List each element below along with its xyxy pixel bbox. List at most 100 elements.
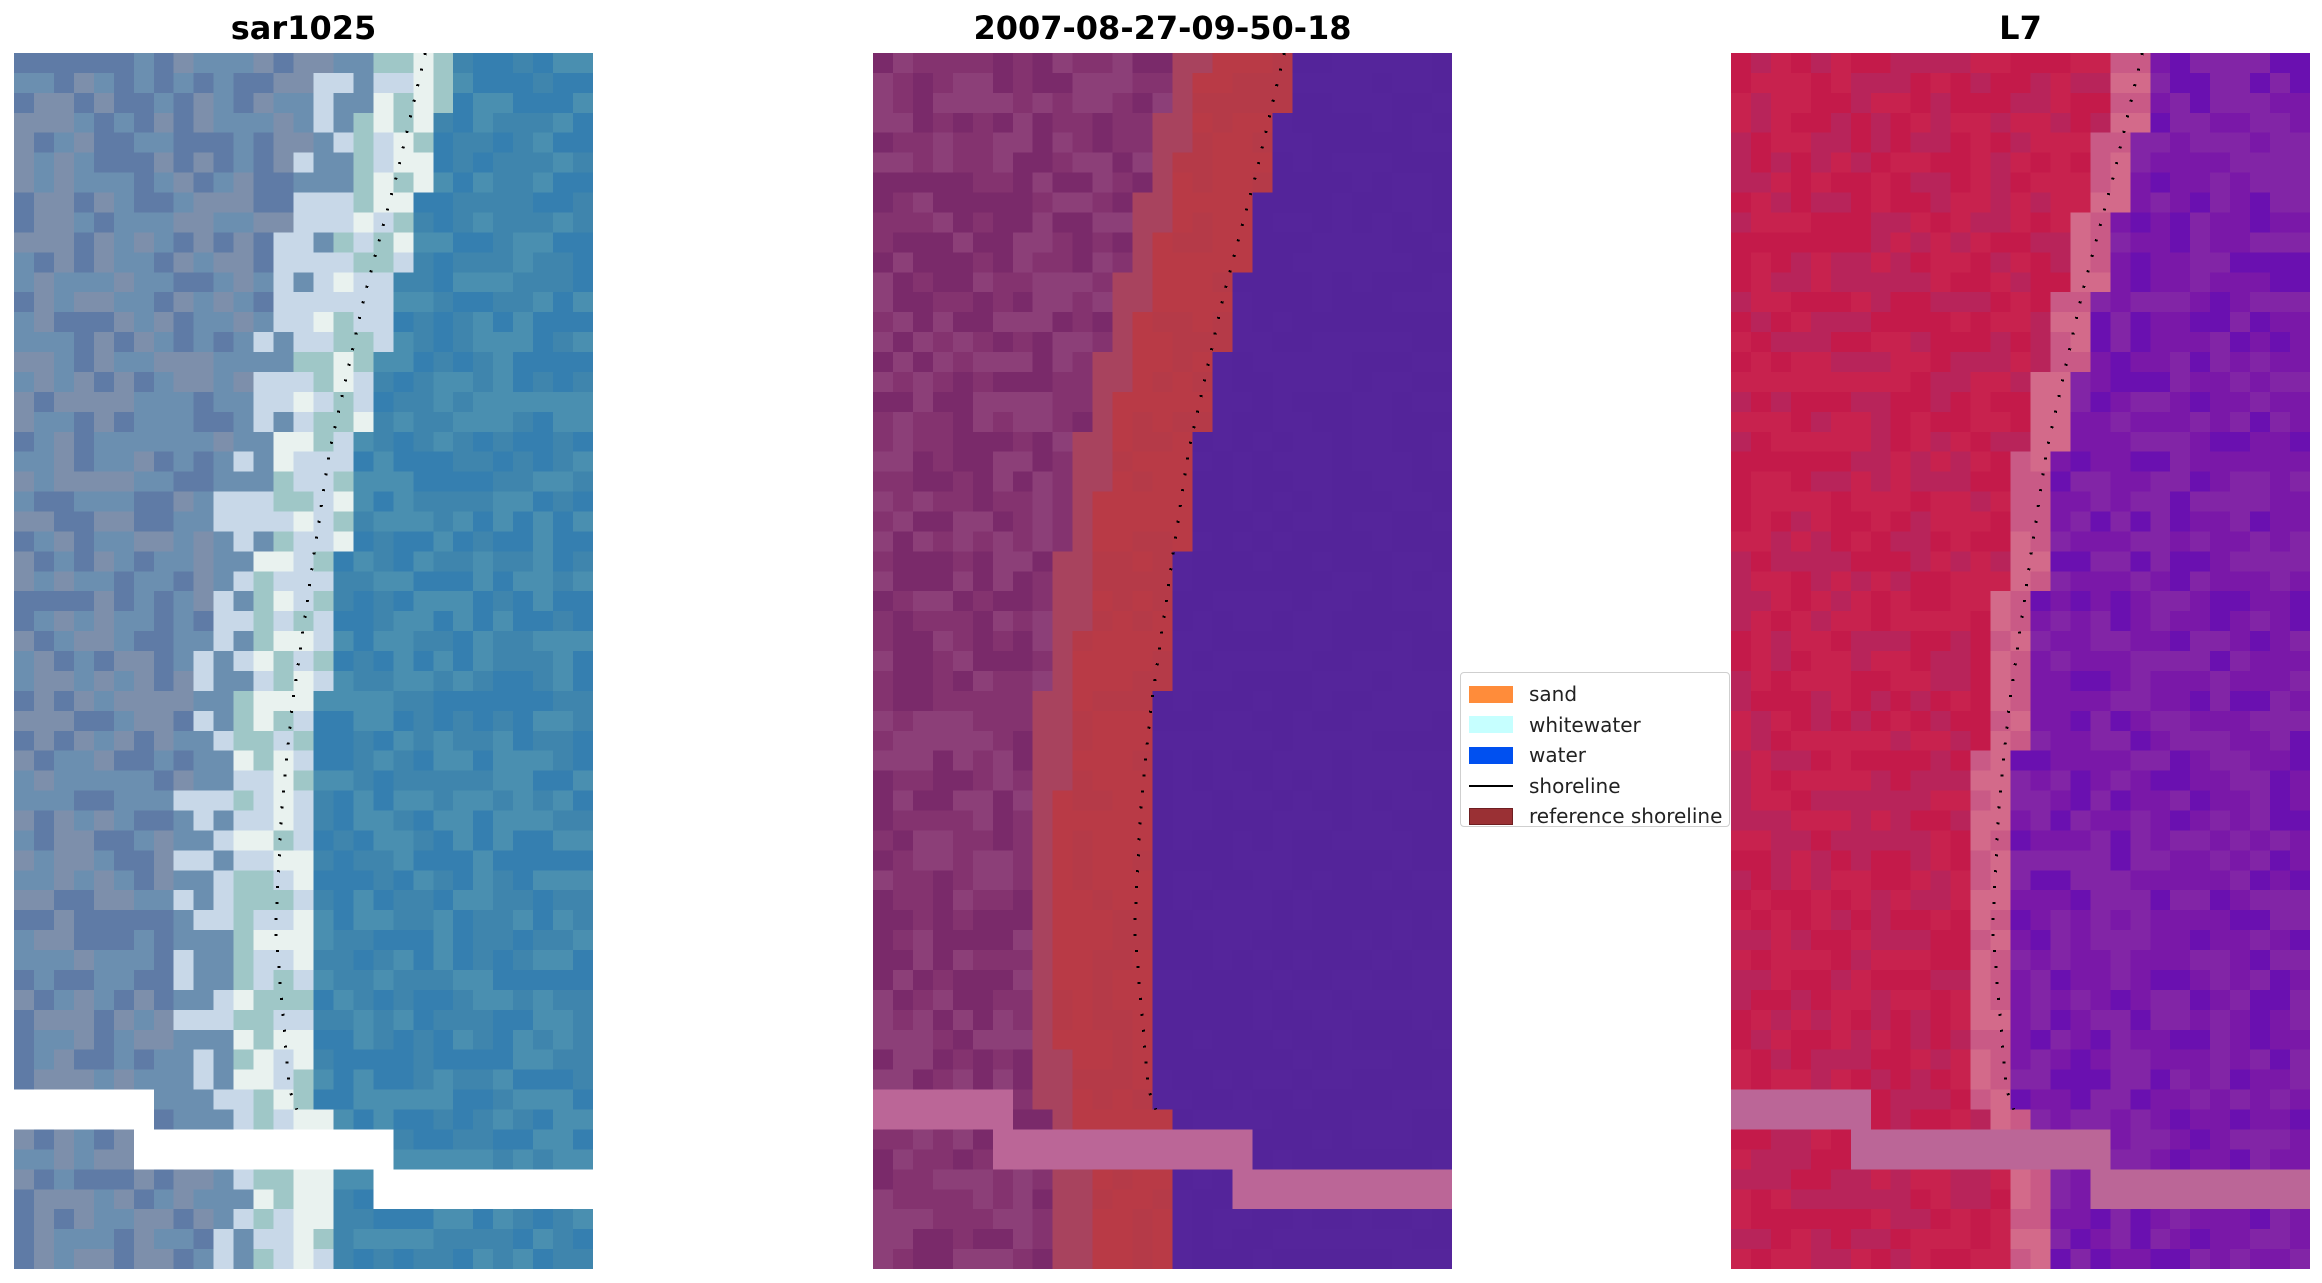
raster-pixel: [273, 969, 294, 991]
raster-pixel: [173, 132, 195, 154]
raster-pixel: [553, 1189, 574, 1210]
raster-pixel: [1252, 312, 1273, 333]
raster-pixel: [1850, 491, 1872, 512]
raster-pixel: [992, 531, 1014, 552]
raster-pixel: [193, 1149, 215, 1170]
raster-pixel: [513, 132, 534, 154]
raster-pixel: [213, 571, 235, 592]
raster-pixel: [972, 491, 994, 512]
raster-pixel: [313, 1209, 334, 1230]
raster-pixel: [373, 511, 394, 532]
raster-pixel: [1032, 132, 1054, 154]
raster-pixel: [2050, 770, 2071, 791]
raster-pixel: [2210, 989, 2231, 1011]
raster-pixel: [1790, 571, 1812, 592]
raster-pixel: [533, 511, 554, 532]
raster-pixel: [293, 352, 314, 373]
raster-pixel: [513, 312, 534, 333]
raster-pixel: [892, 252, 914, 273]
raster-pixel: [1412, 491, 1433, 512]
raster-pixel: [1032, 1089, 1054, 1110]
raster-pixel: [1392, 551, 1413, 572]
raster-pixel: [2290, 132, 2310, 154]
raster-pixel: [473, 352, 494, 373]
raster-pixel: [1292, 910, 1313, 931]
raster-pixel: [2250, 212, 2271, 233]
raster-pixel: [1890, 212, 1912, 233]
raster-pixel: [193, 830, 215, 851]
raster-pixel: [892, 431, 914, 453]
raster-pixel: [1870, 1029, 1892, 1051]
raster-pixel: [2010, 910, 2031, 931]
raster-pixel: [2230, 870, 2251, 891]
raster-pixel: [2090, 471, 2111, 492]
raster-pixel: [293, 631, 314, 652]
raster-pixel: [952, 1209, 974, 1230]
raster-pixel: [2250, 750, 2271, 772]
raster-pixel: [1252, 451, 1273, 473]
raster-pixel: [1132, 611, 1153, 632]
raster-pixel: [353, 431, 374, 453]
raster-pixel: [1232, 1109, 1253, 1130]
raster-pixel: [433, 312, 454, 333]
raster-pixel: [473, 770, 494, 791]
raster-pixel: [373, 950, 394, 971]
raster-pixel: [2210, 471, 2231, 492]
raster-pixel: [1352, 591, 1373, 612]
raster-pixel: [1172, 192, 1193, 213]
raster-pixel: [1392, 611, 1413, 632]
raster-pixel: [2010, 112, 2031, 134]
raster-pixel: [313, 591, 334, 612]
raster-pixel: [393, 92, 414, 114]
raster-pixel: [1012, 72, 1034, 94]
raster-pixel: [1332, 770, 1353, 791]
raster-pixel: [1810, 651, 1832, 672]
raster-pixel: [2270, 790, 2291, 811]
raster-pixel: [2190, 790, 2211, 811]
raster-pixel: [1092, 451, 1113, 473]
raster-pixel: [1970, 989, 1991, 1011]
raster-pixel: [313, 92, 334, 114]
raster-pixel: [313, 491, 334, 512]
raster-pixel: [1830, 890, 1852, 911]
raster-pixel: [33, 172, 55, 193]
raster-pixel: [1112, 1189, 1133, 1210]
raster-pixel: [1252, 1089, 1273, 1110]
raster-pixel: [393, 1109, 414, 1130]
raster-pixel: [153, 272, 175, 293]
raster-pixel: [2170, 72, 2191, 94]
raster-pixel: [1132, 810, 1153, 831]
raster-pixel: [1292, 989, 1313, 1011]
raster-pixel: [553, 112, 574, 134]
raster-pixel: [273, 112, 294, 134]
raster-pixel: [1930, 730, 1952, 752]
raster-pixel: [2150, 690, 2171, 712]
raster-pixel: [2130, 352, 2151, 373]
raster-pixel: [33, 1049, 55, 1071]
raster-pixel: [1731, 770, 1752, 791]
raster-pixel: [2150, 830, 2171, 851]
raster-pixel: [2030, 591, 2051, 612]
raster-pixel: [573, 511, 593, 532]
raster-pixel: [393, 172, 414, 193]
raster-pixel: [952, 1089, 974, 1110]
raster-pixel: [273, 551, 294, 572]
raster-pixel: [892, 232, 914, 253]
raster-pixel: [1192, 1209, 1213, 1230]
raster-pixel: [33, 611, 55, 632]
raster-pixel: [1950, 730, 1971, 752]
raster-pixel: [1032, 670, 1054, 692]
raster-pixel: [473, 611, 494, 632]
raster-pixel: [353, 1209, 374, 1230]
raster-pixel: [93, 272, 115, 293]
raster-pixel: [2270, 152, 2291, 174]
raster-pixel: [1092, 172, 1113, 193]
raster-pixel: [1332, 690, 1353, 712]
raster-pixel: [1950, 1009, 1971, 1031]
raster-pixel: [53, 950, 75, 971]
raster-pixel: [553, 1069, 574, 1090]
raster-pixel: [193, 571, 215, 592]
raster-pixel: [1012, 192, 1034, 213]
raster-pixel: [373, 830, 394, 851]
raster-pixel: [2150, 571, 2171, 592]
